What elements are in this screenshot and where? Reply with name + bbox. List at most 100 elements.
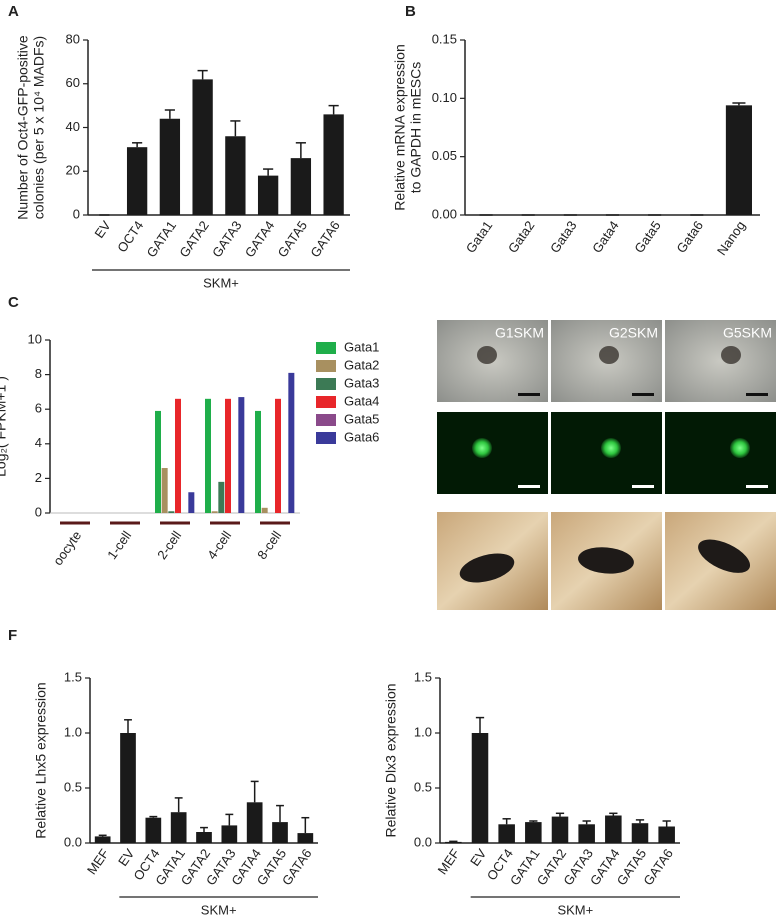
x-tick-label: GATA4: [242, 218, 278, 260]
panel-label: B: [405, 3, 416, 20]
y-tick-label: 8: [35, 366, 42, 381]
y-axis-label: Relative mRNA expression: [392, 44, 408, 211]
legend-swatch: [316, 342, 336, 354]
y-tick-label: 40: [66, 119, 80, 134]
y-tick-label: 2: [35, 470, 42, 485]
bar: [155, 410, 161, 513]
error-bar: [230, 120, 241, 137]
legend-label: Gata4: [344, 393, 379, 408]
x-tick-label: Gata5: [631, 218, 664, 256]
y-tick-label: 0.0: [64, 834, 82, 849]
x-tick-label: EV: [91, 218, 113, 241]
bar: [145, 817, 162, 843]
bar: [225, 136, 246, 215]
error-bar: [609, 812, 618, 816]
x-tick-label: GATA5: [275, 218, 311, 260]
y-axis-label: to GAPDH in mESCs: [408, 62, 424, 193]
y-tick-label: 20: [66, 163, 80, 178]
bar: [192, 79, 213, 215]
bar: [159, 118, 181, 215]
x-tick-label: Nanog: [714, 218, 748, 258]
fluorescence-image: [665, 412, 776, 494]
x-tick-label: GATA3: [209, 218, 245, 260]
error-bar: [328, 104, 339, 115]
x-tick-label: Gata2: [505, 218, 538, 256]
panel-label: C: [8, 294, 19, 311]
error-bar: [475, 716, 485, 733]
bar: [255, 410, 261, 513]
error-bar: [197, 69, 208, 80]
error-bar: [124, 719, 132, 733]
group-label: SKM+: [557, 902, 593, 917]
error-bar: [98, 834, 107, 837]
bar: [525, 822, 542, 843]
x-tick-label: oocyte: [50, 528, 84, 568]
bar: [94, 836, 111, 843]
error-bar: [301, 816, 310, 834]
y-axis-label: Number of Oct4-GFP-positive: [15, 35, 31, 220]
panel-label: F: [8, 627, 17, 644]
error-bar: [200, 826, 208, 832]
bar: [161, 468, 168, 513]
image-label: G1SKM: [495, 325, 544, 341]
bar: [168, 511, 175, 513]
bar: [120, 733, 136, 843]
gfp-colony: [472, 438, 492, 458]
y-tick-label: 60: [66, 75, 80, 90]
panel-label: A: [8, 3, 19, 20]
y-tick-label: 1.0: [414, 724, 432, 739]
bar: [725, 105, 752, 215]
y-tick-label: 4: [35, 435, 42, 450]
scale-bar: [632, 485, 654, 488]
photo-panel: E: [437, 512, 776, 610]
x-tick-label: 2-cell: [154, 528, 184, 562]
x-tick-label: Gata1: [463, 218, 496, 256]
y-tick-label: 6: [35, 401, 42, 416]
bar: [126, 147, 148, 215]
y-tick-label: 10: [28, 331, 42, 346]
y-tick-label: 0.00: [432, 206, 457, 221]
error-bar: [276, 804, 284, 823]
x-tick-label: Gata4: [589, 218, 622, 256]
bar: [551, 816, 569, 843]
error-bar: [250, 780, 259, 803]
gfp-colony: [730, 438, 750, 458]
bar: [297, 833, 314, 843]
y-axis-label: Relative Lhx5 expression: [33, 682, 49, 838]
y-tick-label: 0.5: [64, 779, 82, 794]
x-tick-label: EV: [115, 846, 137, 869]
bar: [290, 158, 312, 215]
scale-bar: [746, 485, 768, 488]
legend-swatch: [316, 432, 336, 444]
error-bar: [582, 820, 591, 825]
x-tick-label: MEF: [435, 846, 463, 877]
legend-swatch: [316, 378, 336, 390]
x-tick-label: 1-cell: [104, 528, 134, 562]
legend-label: Gata5: [344, 411, 379, 426]
image-label: G2SKM: [609, 325, 658, 341]
error-bar: [662, 820, 671, 827]
legend-swatch: [316, 414, 336, 426]
legend-label: Gata6: [344, 429, 379, 444]
mouse: [698, 539, 751, 573]
scale-bar: [632, 393, 654, 396]
bar: [445, 841, 462, 843]
bar: [605, 815, 622, 843]
bar: [196, 832, 212, 843]
y-axis-label: Log₂( FPKM+1 ): [0, 376, 9, 477]
bar: [225, 398, 231, 513]
y-tick-label: 0: [73, 206, 80, 221]
error-bar: [164, 109, 175, 119]
group-label: SKM+: [201, 902, 237, 917]
bar: [323, 114, 344, 215]
mouse: [459, 553, 515, 583]
y-tick-label: 1.5: [414, 669, 432, 684]
y-tick-label: 0.5: [414, 779, 432, 794]
x-tick-label: Gata6: [673, 218, 706, 256]
scale-bar: [518, 485, 540, 488]
bar: [170, 812, 187, 843]
error-bar: [225, 813, 234, 826]
y-tick-label: 0.0: [414, 834, 432, 849]
bar: [238, 397, 245, 513]
mouse: [578, 547, 634, 574]
